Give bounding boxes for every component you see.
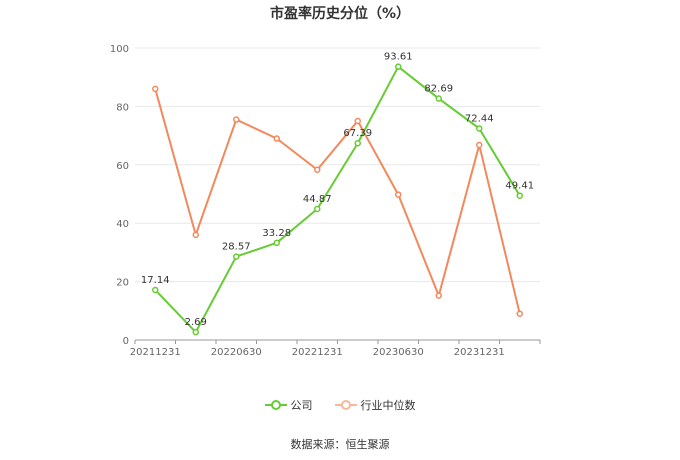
data-point-company <box>273 239 280 247</box>
data-label-company: 49.41 <box>505 181 534 192</box>
y-tick-label: 20 <box>116 278 129 289</box>
legend-company-marker-icon <box>264 400 287 410</box>
data-point-industry-median <box>314 166 321 174</box>
data-point-company <box>152 286 159 294</box>
data-point-company <box>314 205 321 213</box>
y-tick-label: 100 <box>110 44 129 55</box>
x-tick-label: 20231231 <box>454 347 505 358</box>
data-label-company: 28.57 <box>222 242 251 253</box>
data-point-industry-median <box>273 135 280 142</box>
data-point-industry-median <box>516 310 523 317</box>
y-tick-label: 60 <box>116 161 129 172</box>
data-label-company: 82.69 <box>424 84 453 95</box>
data-point-industry-median <box>435 292 442 299</box>
data-point-company <box>192 328 199 336</box>
data-point-industry-median <box>233 116 240 123</box>
x-tick-label: 20211231 <box>130 347 181 358</box>
data-point-company <box>476 125 483 132</box>
data-point-company <box>435 95 442 102</box>
x-tick-label: 20230630 <box>373 347 424 358</box>
legend-item-industry-median[interactable]: 行业中位数 <box>334 397 416 413</box>
data-label-company: 33.28 <box>262 228 291 239</box>
legend-label-company: 公司 <box>290 399 313 412</box>
legend: 公司 行业中位数 <box>0 397 680 413</box>
x-tick-label: 20220630 <box>211 347 262 358</box>
series-line-company <box>154 65 521 334</box>
data-point-industry-median <box>192 231 199 239</box>
y-tick-label: 0 <box>123 336 129 347</box>
legend-label-industry-median: 行业中位数 <box>360 399 416 412</box>
chart-title: 市盈率历史分位（%） <box>269 6 411 22</box>
legend-industry-marker-icon <box>334 400 357 410</box>
data-label-company: 17.14 <box>141 275 170 286</box>
data-label-company: 2.69 <box>185 317 207 328</box>
y-tick-label: 40 <box>116 219 129 230</box>
data-point-industry-median <box>152 85 159 93</box>
data-point-company <box>233 253 240 260</box>
data-label-company: 67.39 <box>343 128 372 139</box>
data-label-company: 93.61 <box>384 52 413 63</box>
data-point-industry-median <box>354 117 361 125</box>
legend-item-company[interactable]: 公司 <box>264 397 313 413</box>
data-source-note: 数据来源：恒生聚源 <box>290 438 390 451</box>
data-label-company: 44.87 <box>303 194 332 205</box>
data-point-industry-median <box>395 191 402 198</box>
x-tick-label: 20221231 <box>292 347 343 358</box>
data-point-company <box>354 139 361 147</box>
data-point-company <box>516 192 523 199</box>
data-label-company: 72.44 <box>465 113 494 124</box>
data-point-company <box>395 63 402 70</box>
y-tick-label: 80 <box>116 102 129 113</box>
data-point-industry-median <box>476 141 483 149</box>
series-line-industry-median <box>154 88 521 314</box>
